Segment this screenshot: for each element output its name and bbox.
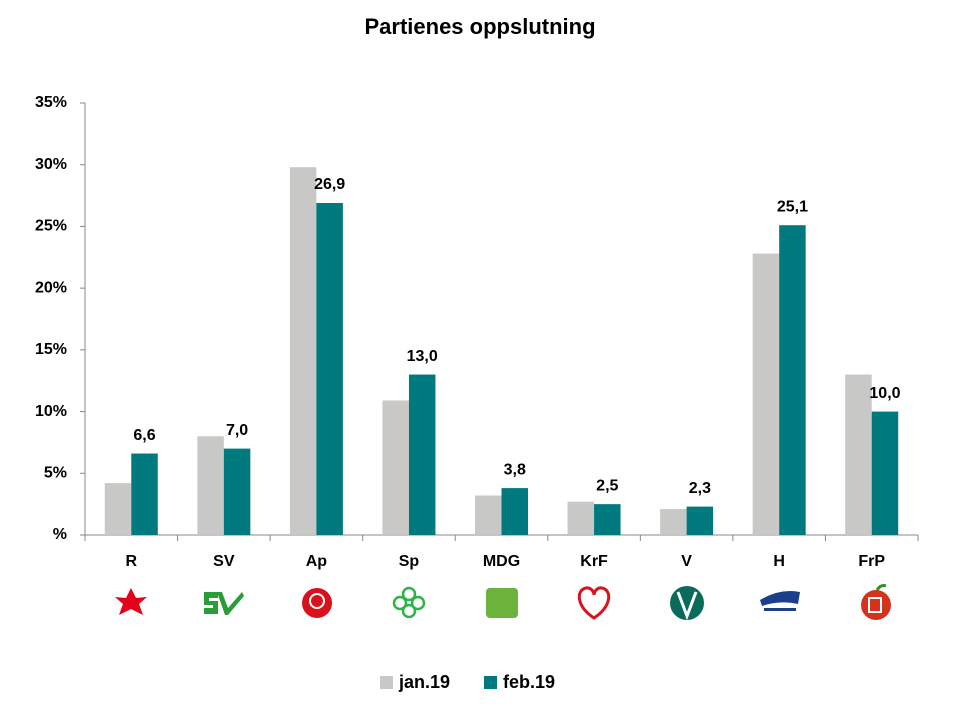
y-tick-label: 20% [35,279,67,296]
logo-r [115,588,147,615]
data-label: 6,6 [133,427,155,444]
bar [104,483,132,535]
logo-mdg [486,588,518,618]
logo-v-mark [676,591,698,621]
y-tick-label: 35% [35,94,67,111]
legend-swatch [380,676,393,689]
y-tick-label: 15% [35,341,67,358]
x-tick-label: Sp [399,553,420,570]
bar [594,504,621,535]
bar [501,488,528,535]
bar [382,400,409,535]
y-tick-label: 10% [35,403,67,420]
x-tick-label: MDG [483,553,520,570]
x-tick-label: V [681,553,692,570]
data-label: 2,5 [596,477,618,494]
legend-swatch [484,676,497,689]
bar [408,374,436,535]
logo-h [760,591,800,606]
bar [779,225,806,536]
bar [871,411,899,535]
bar [131,453,158,535]
x-tick-label: R [125,553,137,570]
x-tick-label: KrF [580,553,608,570]
y-tick-label: % [53,526,67,543]
data-label: 25,1 [777,198,808,215]
legend-label: feb.19 [503,672,555,692]
data-label: 13,0 [407,348,438,365]
data-label: 3,8 [504,461,526,478]
logo-sp [392,586,426,619]
bar [845,374,872,535]
bar [686,506,714,535]
bar [197,436,224,535]
data-label: 26,9 [314,176,345,193]
logo-ap-rose [309,593,325,609]
bar [567,501,595,535]
data-label: 10,0 [869,385,900,402]
chart-title: Partienes oppslutning [364,14,595,39]
legend-label: jan.19 [398,672,450,692]
logo-h-base [764,608,796,611]
logo-sv [204,592,244,615]
data-label: 7,0 [226,422,248,439]
y-tick-label: 5% [44,465,67,482]
x-tick-label: SV [213,553,235,570]
logo-frp-mark [868,597,882,613]
y-tick-label: 25% [35,218,67,235]
x-tick-label: H [773,553,785,570]
data-label: 2,3 [689,480,711,497]
party-logos [115,584,891,621]
logo-frp-leaf [875,584,887,591]
bar [316,202,343,535]
bar [660,509,687,535]
logo-frp [861,590,891,620]
y-tick-label: 30% [35,156,67,173]
bar [752,253,780,535]
bar [289,167,317,535]
bar [475,495,502,535]
bar [223,448,251,535]
x-tick-label: Ap [306,553,328,570]
logo-ap [302,588,332,618]
x-tick-label: FrP [858,553,885,570]
logo-krf [577,586,611,620]
